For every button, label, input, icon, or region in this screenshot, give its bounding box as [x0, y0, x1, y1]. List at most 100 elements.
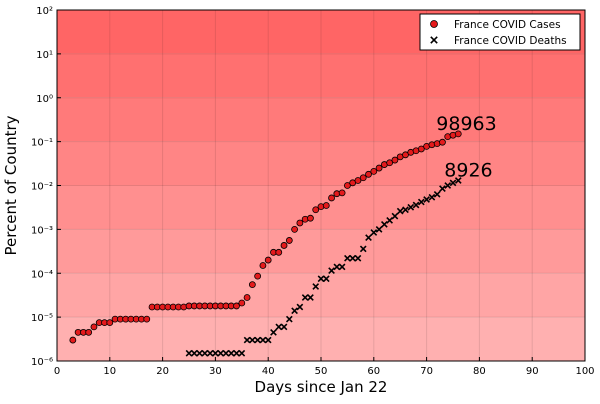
- deaths-point: [454, 177, 462, 184]
- y-axis-label: Percent of Country: [2, 115, 20, 255]
- x-tick-label: 90: [526, 366, 539, 377]
- cases-point: [248, 281, 256, 289]
- background-band: [57, 273, 585, 318]
- legend-label: France COVID Deaths: [454, 35, 567, 47]
- x-tick-label: 60: [367, 366, 380, 377]
- cases-point: [90, 323, 98, 331]
- cases-point: [296, 219, 304, 227]
- deaths-point: [412, 201, 420, 209]
- background-band: [57, 229, 585, 274]
- deaths-point: [238, 349, 246, 357]
- deaths-point: [301, 294, 309, 301]
- annotation-label: 8926: [444, 159, 492, 181]
- legend: France COVID Cases France COVID Deaths: [419, 13, 581, 51]
- deaths-point: [243, 336, 251, 344]
- background-band: [57, 97, 585, 142]
- deaths-point: [333, 263, 341, 271]
- cases-point: [243, 294, 251, 301]
- cases-point: [254, 272, 262, 280]
- cases-point: [386, 159, 394, 167]
- y-tick-label: 10¹: [36, 50, 53, 61]
- x-tick-label: 80: [473, 366, 486, 377]
- cases-point: [259, 262, 267, 269]
- deaths-point: [444, 182, 452, 189]
- cases-point: [307, 214, 314, 222]
- deaths-point: [201, 349, 209, 357]
- cases-point: [264, 256, 272, 264]
- deaths-point: [233, 349, 240, 357]
- deaths-point: [190, 349, 198, 357]
- deaths-point: [270, 328, 277, 336]
- background-band: [57, 317, 585, 361]
- deaths-point: [196, 349, 203, 357]
- cases-point: [275, 248, 283, 256]
- cases-point: [143, 315, 151, 323]
- deaths-point: [402, 206, 409, 214]
- cases-point: [233, 302, 240, 310]
- cases-point: [322, 202, 330, 209]
- x-tick-label: 30: [209, 366, 222, 377]
- deaths-point: [433, 190, 441, 198]
- deaths-point: [280, 323, 288, 331]
- cases-point: [370, 167, 378, 175]
- cases-point: [285, 237, 293, 244]
- y-axis-ticks: 10⁻⁶ 10⁻⁵ 10⁻⁴ 10⁻³ 10⁻² 10⁻¹ 10⁰ 10¹ 10²: [31, 6, 61, 368]
- cases-point: [375, 164, 383, 172]
- cases-point: [85, 328, 93, 336]
- y-tick-label: 10⁻⁴: [31, 269, 53, 280]
- deaths-point: [375, 226, 383, 233]
- deaths-point: [407, 203, 415, 211]
- y-tick-label: 10²: [36, 6, 53, 17]
- x-tick-label: 70: [420, 366, 433, 377]
- cases-point: [417, 145, 425, 153]
- x-tick-label: 50: [315, 366, 328, 377]
- deaths-point: [206, 349, 214, 357]
- deaths-point: [380, 221, 388, 228]
- deaths-point: [423, 196, 430, 203]
- y-tick-label: 10⁻³: [31, 225, 53, 236]
- cases-point: [328, 194, 335, 202]
- deaths-point: [349, 254, 357, 262]
- deaths-point: [439, 185, 446, 192]
- deaths-point: [365, 234, 372, 241]
- x-tick-label: 10: [103, 366, 116, 377]
- cases-point: [391, 156, 399, 164]
- cases-point: [454, 130, 462, 138]
- cases-point: [280, 242, 288, 249]
- deaths-point: [328, 267, 335, 274]
- background-band: [57, 141, 585, 186]
- x-axis-label: Days since Jan 22: [255, 378, 388, 396]
- x-tick-label: 0: [54, 366, 60, 377]
- data-marks: [69, 130, 462, 357]
- deaths-point: [338, 263, 346, 271]
- cases-point: [312, 206, 320, 214]
- x-axis-ticks: 0 10 20 30 40 50 60 70 80 90 100: [54, 357, 595, 377]
- deaths-point: [354, 254, 362, 262]
- background-band: [57, 53, 585, 98]
- cases-point: [343, 182, 351, 189]
- deaths-point: [222, 349, 230, 357]
- deaths-point: [359, 245, 367, 253]
- annotation-label: 98963: [436, 113, 496, 135]
- annotations: 98963 8926: [436, 113, 496, 181]
- x-tick-label: 20: [156, 366, 169, 377]
- deaths-point: [449, 179, 457, 187]
- deaths-point: [259, 336, 267, 344]
- x-tick-label: 100: [575, 366, 594, 377]
- deaths-point: [248, 336, 256, 344]
- deaths-point: [217, 349, 225, 357]
- deaths-point: [275, 323, 283, 331]
- deaths-point: [227, 349, 235, 357]
- y-tick-label: 10⁻¹: [31, 138, 53, 149]
- deaths-point: [307, 294, 314, 301]
- deaths-point: [396, 207, 404, 215]
- y-tick-label: 10⁻⁵: [31, 313, 53, 324]
- deaths-point: [212, 349, 219, 357]
- deaths-point: [391, 212, 399, 220]
- deaths-point: [386, 217, 394, 224]
- legend-deaths-marker: [430, 36, 438, 44]
- y-tick-label: 10⁻²: [31, 182, 53, 193]
- deaths-point: [417, 198, 425, 206]
- cases-point: [439, 138, 446, 146]
- deaths-point: [254, 336, 262, 344]
